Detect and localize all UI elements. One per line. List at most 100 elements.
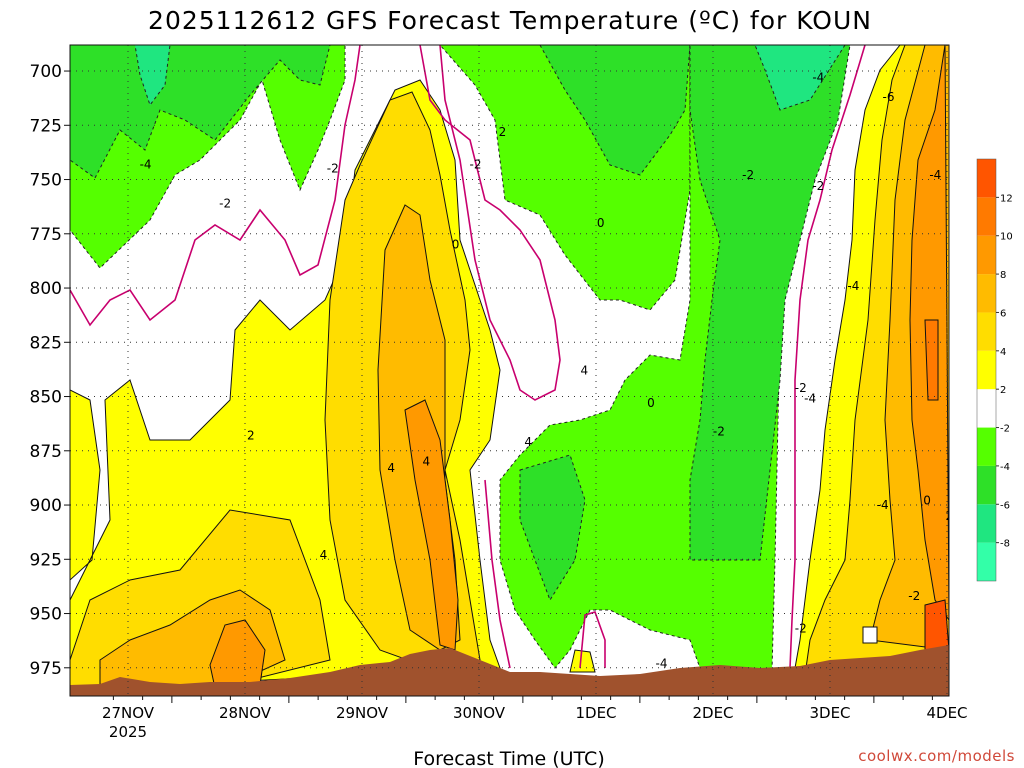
colorbar-swatch <box>977 542 996 581</box>
contour-label: 2 <box>499 125 507 139</box>
y-tick-label: 825 <box>30 333 62 353</box>
contour-label: 0 <box>597 216 605 230</box>
zero-degree-contour-right <box>789 45 866 669</box>
contour-label: 4 <box>423 455 431 469</box>
contour-label: -2 <box>742 168 754 182</box>
zero-degree-contour-lower <box>484 479 511 669</box>
colorbar-label: -6 <box>1000 500 1010 511</box>
x-tick-label: 30NOV <box>453 704 506 722</box>
y-axis: 700 725 750 775 800 825 850 875 900 925 950 975 <box>30 62 70 679</box>
contour-label: 0 <box>968 235 976 249</box>
x-tick-label: 4DEC <box>926 704 967 722</box>
fill-region-neutral-patch <box>862 626 878 644</box>
y-tick-label: 750 <box>30 171 62 191</box>
contour-label: 4 <box>998 591 1006 605</box>
contour-label: 4 <box>524 435 532 449</box>
fill-region-coldest-a <box>134 45 171 107</box>
y-tick-label: 850 <box>30 388 62 408</box>
fill-region-warm-patch <box>569 649 596 673</box>
contour-label-bg <box>956 536 968 549</box>
colorbar-label: 10 <box>1000 232 1013 243</box>
plot-frame <box>69 44 950 697</box>
contour-label: -4 <box>804 392 816 406</box>
contour-label: 0 <box>647 396 655 410</box>
colorbar-label: -4 <box>1000 462 1010 473</box>
contour-label: -2 <box>908 589 920 603</box>
contour-label: -4 <box>877 498 889 512</box>
zero-degree-contour-middle <box>419 45 561 401</box>
zero-degree-contour <box>70 45 361 327</box>
y-tick-label: 925 <box>30 550 62 570</box>
colorbar-swatch <box>977 312 996 351</box>
contour-label: 2 <box>946 509 954 523</box>
x-tick-label: 1DEC <box>575 704 616 722</box>
fill-region-colder-lower <box>519 454 586 602</box>
contour-labels: -4-224-24 40-224400-4-2-2-2-2-2-4-4-4-4-6… <box>140 71 1024 671</box>
contour-label: -4 <box>929 168 941 182</box>
fill-region-warm-5-right <box>924 319 939 401</box>
colorbar-label: -2 <box>1000 424 1010 435</box>
contour-label: -2 <box>327 162 339 176</box>
credit-text: coolwx.com/models <box>858 747 1015 765</box>
y-tick-label: 950 <box>30 605 62 625</box>
y-tick-label: 700 <box>30 62 62 82</box>
fill-region-colder <box>70 45 331 179</box>
colorbar: -8 -6 -4 -2 2 4 6 8 10 12 <box>976 158 1013 582</box>
contour-label: 2 <box>247 429 255 443</box>
fill-region-coldest-right <box>754 45 846 111</box>
plot-area: -4-224-24 40-224400-4-2-2-2-2-2-4-4-4-4-6… <box>70 45 1024 696</box>
contour-label: -4 <box>656 656 668 670</box>
contour-label: -4 <box>140 157 152 171</box>
colorbar-swatch <box>977 350 996 390</box>
x-tick-label: 2DEC <box>692 704 733 722</box>
contour-label: 4 <box>320 548 328 562</box>
colorbar-swatch <box>977 389 996 428</box>
colorbar-label: 6 <box>1000 308 1006 319</box>
contour-label: -4 <box>812 71 824 85</box>
contour-label-bg <box>1019 519 1024 532</box>
colorbar-label: 8 <box>1000 270 1006 281</box>
colorbar-swatch <box>977 235 996 275</box>
colorbar-swatch <box>977 427 996 466</box>
colorbar-label: 4 <box>1000 347 1006 358</box>
y-tick-label: 875 <box>30 442 62 462</box>
colorbar-swatch <box>977 504 996 543</box>
x-tick-label: 27NOV <box>102 704 155 722</box>
colorbar-label: 12 <box>1000 193 1013 204</box>
contour-label: -2 <box>795 381 807 395</box>
contour-label: 0 <box>452 238 460 252</box>
chart-title: 2025112612 GFS Forecast Temperature (ºC)… <box>148 6 872 35</box>
colorbar-swatch <box>977 274 996 313</box>
zero-degree-contour-patch <box>579 611 606 669</box>
contour-label: 4 <box>958 537 966 551</box>
fill-region-warmest-right <box>924 599 949 651</box>
y-tick-label: 775 <box>30 225 62 245</box>
colorbar-label: -8 <box>1000 539 1010 550</box>
colorbar-label: 2 <box>1000 385 1006 396</box>
colorbar-swatch <box>977 465 996 505</box>
contour-label-bg <box>966 234 978 247</box>
contour-label: -2 <box>713 424 725 438</box>
contour-label: -2 <box>948 216 960 230</box>
contour-label: 4 <box>387 461 395 475</box>
y-tick-label: 900 <box>30 496 62 516</box>
contour-label: 0 <box>923 494 931 508</box>
fill-region-colder-right <box>689 45 851 561</box>
x-tick-label: 3DEC <box>809 704 850 722</box>
x-axis: 27NOV 28NOV 29NOV 30NOV 1DEC 2DEC 3DEC 4DEC <box>102 696 968 722</box>
y-tick-label: 725 <box>30 116 62 136</box>
colorbar-swatch <box>977 197 996 236</box>
y-tick-label: 975 <box>30 659 62 679</box>
colorbar-frame <box>976 158 997 582</box>
colorbar-swatch <box>977 159 996 198</box>
contour-label: -2 <box>795 622 807 636</box>
contour-label: -2 <box>470 157 482 171</box>
contour-label: -4 <box>847 279 859 293</box>
x-tick-year: 2025 <box>109 723 147 741</box>
y-tick-label: 800 <box>30 279 62 299</box>
contour-label: -6 <box>883 90 895 104</box>
contour-label: -2 <box>812 179 824 193</box>
contour-label-bg <box>996 590 1008 603</box>
terrain <box>70 645 949 696</box>
